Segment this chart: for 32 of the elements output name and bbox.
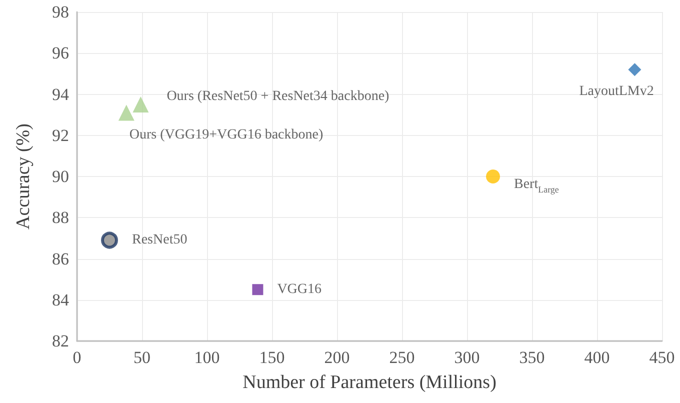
point (132, 96, 149, 113)
x-tick-label: 450 (649, 348, 675, 367)
x-tick-label: 250 (389, 348, 415, 367)
point (486, 170, 500, 184)
x-tick-label: 350 (519, 348, 545, 367)
point (252, 284, 264, 296)
y-tick-label: 84 (52, 290, 70, 310)
x-tick-label: 100 (194, 348, 220, 367)
series-label: ResNet50 (132, 232, 188, 248)
y-tick-label: 86 (52, 249, 69, 268)
series-label: LayoutLMv2 (579, 84, 654, 100)
y-tick-label: 92 (52, 126, 69, 145)
y-tick-label: 90 (52, 167, 69, 186)
x-tick-label: 0 (72, 348, 82, 367)
y-tick-label: 94 (52, 84, 70, 104)
x-tick-label: 150 (259, 348, 285, 367)
y-tick-label: 96 (52, 44, 69, 63)
x-tick-label: 300 (454, 348, 480, 367)
y-tick-label: 82 (52, 332, 69, 350)
x-tick-label: 200 (324, 348, 350, 367)
series-label: Ours (VGG19+VGG16 backbone) (129, 127, 324, 142)
series-label: VGG16 (277, 282, 322, 298)
point (118, 104, 134, 121)
y-tick-label: 98 (52, 2, 69, 22)
point (628, 63, 642, 76)
y-axis-title: Accuracy (%) (13, 123, 34, 230)
x-tick-label: 50 (134, 348, 150, 367)
x-tick-label: 400 (584, 348, 610, 367)
point (101, 232, 118, 249)
series-label: Ours (ResNet50 + ResNet34 backbone) (166, 89, 390, 104)
x-axis-title: Number of Parameters (Millions) (242, 372, 496, 393)
y-tick-label: 88 (52, 208, 69, 228)
